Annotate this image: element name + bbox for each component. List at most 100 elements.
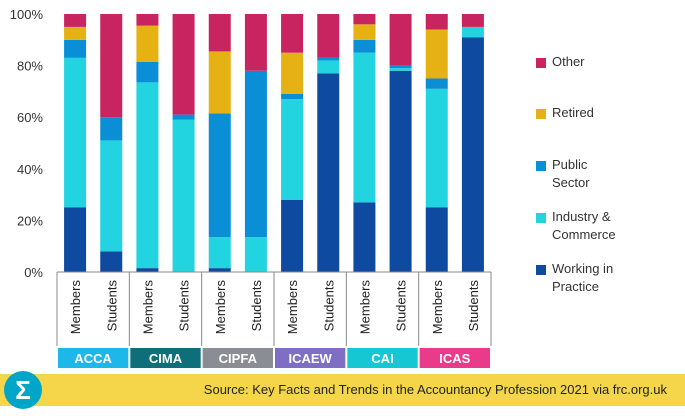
bar-segment-working-in-practice	[353, 202, 376, 272]
bar-segment-retired	[208, 51, 231, 114]
bar-segment-public-sector	[136, 61, 159, 83]
bar-segment-industry-commerce	[389, 68, 412, 71]
bar-segment-other	[281, 14, 304, 53]
group-band	[347, 348, 418, 368]
legend-swatch	[536, 109, 546, 119]
stacked-bar-chart: 0% 20% 40% 60% 80% 100% Members Students Members…	[10, 7, 492, 368]
legend-item: Retired	[536, 104, 594, 122]
legend-label: Industry & Commerce	[552, 209, 616, 242]
bar-segment-working-in-practice	[100, 251, 123, 272]
bar-segment-other	[136, 14, 159, 26]
bar-segment-public-sector	[172, 114, 195, 120]
group-band	[419, 348, 490, 368]
legend-swatch	[536, 58, 546, 68]
category-label: Members	[430, 280, 445, 335]
category-label: Students	[466, 280, 481, 332]
legend-item: Industry & Commerce	[536, 208, 616, 244]
bar-segment-retired	[425, 29, 448, 79]
legend-label: Public Sector	[552, 157, 590, 190]
category-label: Members	[68, 280, 83, 335]
bar-segment-other	[244, 14, 267, 71]
group-label: CAI	[371, 351, 393, 366]
legend: Other Retired Public Sector Industry & Comm…	[536, 0, 676, 300]
bar-segment-working-in-practice	[281, 199, 304, 272]
source-text: Source: Key Facts and Trends in the Acco…	[203, 382, 667, 397]
legend-swatch	[536, 213, 546, 223]
legend-swatch	[536, 265, 546, 275]
bar-segment-industry-commerce	[136, 82, 159, 269]
legend-swatch	[536, 161, 546, 171]
sigma-icon: Σ	[4, 371, 42, 409]
bar-segment-industry-commerce	[353, 52, 376, 203]
group-band	[58, 348, 129, 368]
group-label: CIPFA	[219, 351, 258, 366]
group-label: ICAEW	[288, 351, 332, 366]
y-tick-label: 80%	[17, 59, 43, 74]
bar-segment-public-sector	[425, 78, 448, 89]
bar-segment-working-in-practice	[317, 73, 340, 272]
bar-segment-public-sector	[317, 57, 340, 61]
bar-segment-working-in-practice	[136, 268, 159, 272]
bar-segment-working-in-practice	[461, 37, 484, 272]
bar-segment-public-sector	[353, 39, 376, 53]
bar-segment-public-sector	[281, 93, 304, 100]
category-label: Students	[321, 280, 336, 332]
bar-segment-public-sector	[389, 65, 412, 69]
bar-segment-public-sector	[244, 70, 267, 238]
category-label: Members	[213, 280, 228, 335]
legend-label: Working in Practice	[552, 261, 614, 294]
legend-item: Other	[536, 53, 585, 71]
y-tick-label: 0%	[24, 265, 43, 280]
category-label: Students	[104, 280, 119, 332]
bar-segment-public-sector	[208, 113, 231, 238]
bar-segment-working-in-practice	[425, 207, 448, 272]
bar-segment-industry-commerce	[64, 57, 87, 208]
group-label: ICAS	[439, 351, 470, 366]
bar-segment-industry-commerce	[317, 60, 340, 74]
y-tick-label: 40%	[17, 162, 43, 177]
bar-segment-other	[172, 14, 195, 115]
category-label: Students	[177, 280, 192, 332]
category-label: Students	[394, 280, 409, 332]
bar-segment-retired	[136, 25, 159, 62]
legend-label: Other	[552, 54, 585, 69]
y-tick-label: 60%	[17, 110, 43, 125]
group-label: ACCA	[74, 351, 112, 366]
group-band	[130, 348, 201, 368]
bar-segment-industry-commerce	[172, 119, 195, 272]
bar-segment-other	[353, 14, 376, 25]
legend-label: Retired	[552, 105, 594, 120]
bar-segment-industry-commerce	[461, 26, 484, 38]
group-band	[275, 348, 346, 368]
bar-segment-working-in-practice	[389, 70, 412, 272]
group-label: CIMA	[149, 351, 183, 366]
group-band	[202, 348, 273, 368]
category-label: Members	[285, 280, 300, 335]
bar-segment-public-sector	[64, 39, 87, 58]
bar-segment-other	[461, 14, 484, 27]
bar-segment-retired	[64, 26, 87, 40]
bar-segment-industry-commerce	[208, 237, 231, 269]
bar-segment-industry-commerce	[281, 99, 304, 200]
y-tick-label: 20%	[17, 213, 43, 228]
bar-segment-industry-commerce	[100, 140, 123, 252]
bar-segment-public-sector	[100, 117, 123, 141]
bar-segment-industry-commerce	[244, 237, 267, 272]
category-label: Members	[357, 280, 372, 335]
bar-segment-retired	[281, 52, 304, 94]
bar-segment-other	[100, 14, 123, 118]
bar-segment-other	[389, 14, 412, 66]
bar-segment-other	[64, 14, 87, 27]
legend-item: Working in Practice	[536, 260, 613, 296]
y-tick-label: 100%	[10, 7, 44, 22]
category-label: Members	[140, 280, 155, 335]
bar-segment-retired	[353, 24, 376, 40]
source-footer: Source: Key Facts and Trends in the Acco…	[0, 374, 685, 406]
bar-segment-other	[425, 14, 448, 30]
category-label: Students	[249, 280, 264, 332]
bar-segment-other	[208, 14, 231, 52]
legend-item: Public Sector	[536, 156, 590, 192]
bar-segment-other	[317, 14, 340, 58]
bar-segment-industry-commerce	[425, 88, 448, 208]
bar-segment-working-in-practice	[64, 207, 87, 272]
